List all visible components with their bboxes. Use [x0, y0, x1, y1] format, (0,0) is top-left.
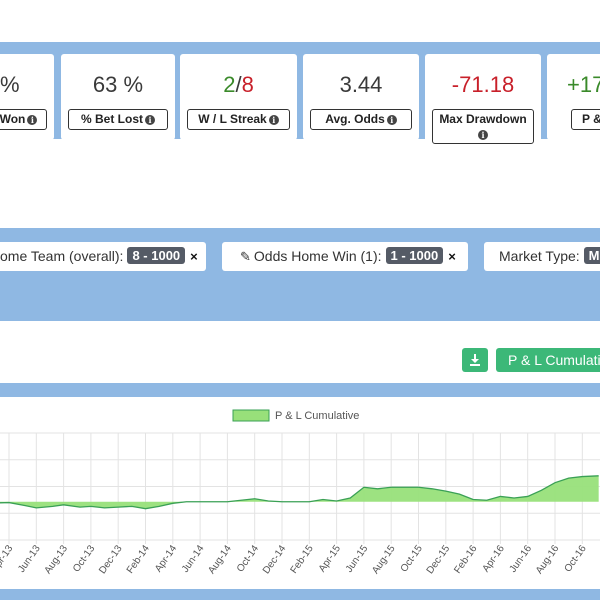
info-icon[interactable]: i: [268, 115, 279, 125]
stat-card-pl: +17 P &: [547, 54, 600, 140]
x-tick-label: Dec-15: [425, 543, 453, 576]
x-tick-label: Jun-13: [16, 543, 43, 575]
stat-value-pl: +17: [567, 72, 600, 97]
stat-label-max-drawdown-text: Max Drawdown: [439, 112, 527, 126]
stat-value-max-drawdown: -71.18: [451, 72, 515, 97]
info-icon[interactable]: i: [145, 115, 155, 125]
stat-value-won: %: [0, 72, 20, 97]
x-tick-label: Oct-14: [235, 543, 261, 574]
stat-label-bet-lost[interactable]: % Bet Lost i: [68, 109, 168, 130]
series-area: [0, 475, 599, 509]
x-tick-label: Feb-16: [452, 543, 479, 576]
x-tick-label: Apr-14: [153, 543, 179, 574]
legend-label: P & L Cumulative: [275, 410, 359, 422]
bottom-bar: [0, 589, 600, 600]
chart-panel: Apr-13 Jun-13 Aug-13 Oct-13 Dec-13 Feb-14 Apr-…: [0, 397, 600, 589]
pencil-icon[interactable]: ✎: [240, 249, 251, 264]
x-tick-label: Dec-13: [97, 543, 125, 576]
stat-card-won: % Won i: [0, 54, 54, 140]
pl-cumulative-button[interactable]: P & L Cumulativ: [496, 348, 600, 372]
x-tick-label: Jun-16: [508, 543, 535, 575]
x-tick-label: Jun-15: [344, 543, 371, 575]
stat-label-streak-text: W / L Streak: [198, 112, 267, 126]
stat-card-bet-lost: 63 % % Bet Lost i: [61, 54, 175, 140]
streak-wins: 2: [223, 72, 236, 97]
stat-card-max-drawdown: -71.18 Max Drawdown i: [425, 54, 541, 154]
x-tick-label: Apr-16: [481, 543, 507, 574]
info-icon[interactable]: i: [27, 115, 38, 125]
filter-value-home-team: 8 - 1000: [127, 247, 186, 264]
pl-cumulative-chart: Apr-13 Jun-13 Aug-13 Oct-13 Dec-13 Feb-14 Apr-…: [0, 409, 600, 576]
info-icon[interactable]: i: [386, 115, 397, 125]
filter-value-market-type: M: [583, 247, 600, 264]
filter-label-market-type: Market Type:: [499, 248, 580, 264]
stat-label-avg-odds-text: Avg. Odds: [325, 112, 385, 126]
x-tick-label: Apr-15: [317, 543, 343, 574]
x-tick-label: Apr-13: [0, 543, 16, 574]
filter-label-home-team: ome Team (overall):: [0, 248, 124, 264]
x-tick-label: Oct-15: [399, 543, 425, 574]
x-tick-label: Aug-16: [534, 543, 562, 576]
stat-value-bet-lost: 63 %: [92, 72, 144, 97]
info-icon[interactable]: i: [478, 130, 488, 140]
x-tick-label: Oct-13: [71, 543, 97, 574]
filter-label-odds-home-win: Odds Home Win (1):: [253, 248, 382, 264]
x-tick-label: Jun-14: [180, 543, 207, 575]
x-tick-label: Aug-15: [370, 543, 398, 576]
stat-value-avg-odds: 3.44: [339, 72, 383, 97]
stat-card-streak: 2/8 W / L Streak i: [180, 54, 297, 140]
streak-losses: 8: [241, 72, 254, 97]
download-icon: [470, 354, 480, 366]
stat-label-pl[interactable]: P &: [571, 109, 600, 130]
x-tick-label: Aug-14: [206, 543, 234, 576]
legend-swatch: [232, 409, 270, 422]
stat-label-pl-text: P &: [582, 112, 600, 126]
stat-label-avg-odds[interactable]: Avg. Odds i: [310, 109, 412, 130]
stat-label-streak[interactable]: W / L Streak i: [187, 109, 290, 130]
close-icon[interactable]: ×: [190, 249, 198, 264]
x-tick-label: Dec-14: [261, 543, 289, 576]
close-icon[interactable]: ×: [448, 249, 456, 264]
filter-value-odds-home-win: 1 - 1000: [385, 247, 444, 264]
stat-label-max-drawdown[interactable]: Max Drawdown i: [432, 109, 534, 144]
x-tick-label: Oct-16: [563, 543, 589, 574]
stat-value-streak: 2/8: [180, 72, 297, 98]
stat-label-won-text: Won: [0, 112, 26, 126]
streak-separator: /: [235, 72, 242, 97]
x-tick-label: Feb-14: [125, 543, 152, 576]
x-tick-label: Feb-15: [289, 543, 316, 576]
stat-label-won[interactable]: Won i: [0, 109, 47, 130]
stat-label-bet-lost-text: % Bet Lost: [80, 112, 143, 126]
series-line: [0, 475, 599, 510]
filter-chip-market-type: Market Type: M: [484, 242, 600, 271]
x-tick-label: Aug-13: [43, 543, 71, 576]
download-button[interactable]: [462, 348, 488, 372]
filter-chip-odds-home-win: ✎ Odds Home Win (1): 1 - 1000 ×: [222, 242, 468, 271]
stat-card-avg-odds: 3.44 Avg. Odds i: [303, 54, 419, 140]
filter-chip-home-team: ome Team (overall): 8 - 1000 ×: [0, 242, 206, 271]
